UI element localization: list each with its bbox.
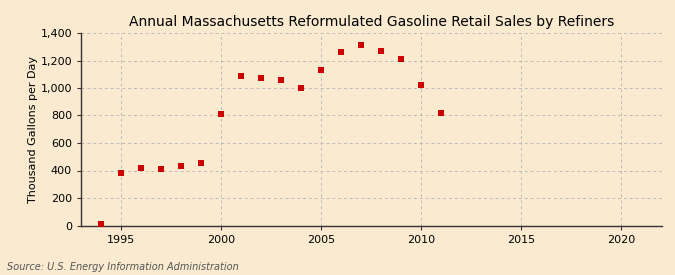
Point: [416, 83, 427, 87]
Point: [296, 86, 306, 90]
Text: Source: U.S. Energy Information Administration: Source: U.S. Energy Information Administ…: [7, 262, 238, 272]
Point: [115, 171, 126, 175]
Point: [316, 68, 327, 72]
Point: [136, 166, 146, 170]
Point: [96, 222, 107, 226]
Point: [356, 43, 367, 48]
Point: [276, 78, 287, 82]
Point: [436, 111, 447, 116]
Point: [396, 57, 406, 61]
Point: [156, 167, 167, 171]
Point: [256, 76, 267, 81]
Y-axis label: Thousand Gallons per Day: Thousand Gallons per Day: [28, 56, 38, 203]
Point: [376, 49, 387, 53]
Point: [176, 163, 186, 168]
Point: [236, 73, 246, 78]
Point: [216, 112, 227, 116]
Point: [336, 50, 347, 54]
Point: [196, 161, 207, 165]
Title: Annual Massachusetts Reformulated Gasoline Retail Sales by Refiners: Annual Massachusetts Reformulated Gasoli…: [129, 15, 614, 29]
